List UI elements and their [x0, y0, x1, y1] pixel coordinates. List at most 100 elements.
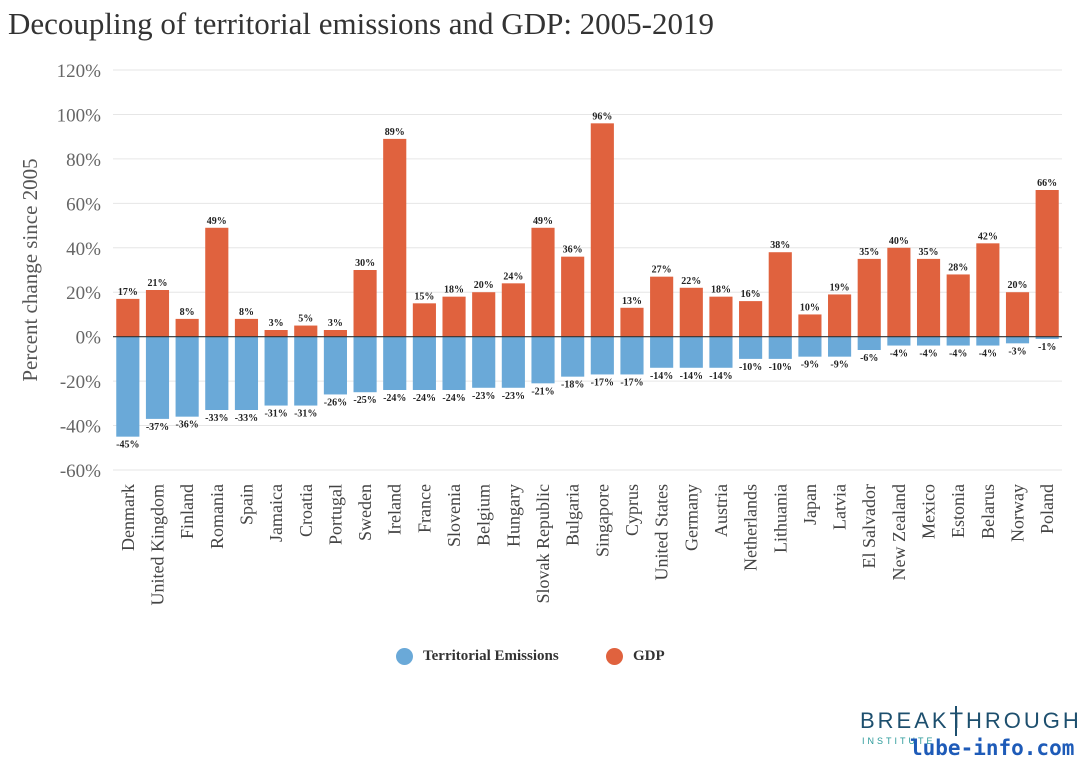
emissions-data-label: -4%: [919, 349, 937, 360]
gdp-data-label: 21%: [147, 278, 167, 289]
emissions-data-label: -14%: [709, 371, 732, 382]
emissions-data-label: -25%: [353, 395, 376, 406]
x-tick-label: Romania: [207, 484, 227, 549]
emissions-bar: [294, 336, 318, 406]
emissions-data-label: -6%: [860, 353, 878, 364]
gdp-data-label: 35%: [859, 247, 879, 258]
gdp-data-label: 3%: [269, 318, 284, 329]
gdp-data-label: 66%: [1037, 178, 1057, 189]
emissions-data-label: -31%: [264, 409, 287, 420]
gdp-bar: [620, 307, 644, 337]
y-tick-label: 0%: [76, 328, 102, 349]
gdp-bar: [561, 256, 585, 337]
emissions-bar: [709, 336, 733, 368]
y-axis-label: Percent change since 2005: [18, 158, 42, 381]
gdp-bar: [739, 301, 763, 337]
emissions-data-label: -3%: [1008, 346, 1026, 357]
emissions-data-label: -10%: [739, 362, 762, 373]
emissions-bar: [679, 336, 703, 368]
emissions-bar: [472, 336, 496, 388]
x-tick-label: Slovenia: [444, 484, 464, 547]
bar-chart: -60% -40% -20% 0% 20% 40% 60% 80% 100% 120% Percen…: [18, 61, 1062, 606]
emissions-data-label: -33%: [235, 413, 258, 424]
emissions-data-label: -24%: [413, 393, 436, 404]
x-tick-label: Portugal: [325, 484, 345, 545]
y-tick-label: 40%: [66, 239, 101, 260]
gdp-data-label: 96%: [592, 111, 612, 122]
x-tick-label: Estonia: [948, 484, 968, 538]
emissions-bar: [946, 336, 970, 346]
gdp-data-label: 18%: [444, 285, 464, 296]
emissions-bar: [383, 336, 407, 390]
emissions-bar: [442, 336, 466, 390]
emissions-data-label: -4%: [979, 349, 997, 360]
y-tick-label: 80%: [66, 150, 101, 171]
emissions-bar: [561, 336, 585, 377]
x-tick-label: Japan: [800, 484, 820, 525]
gdp-bar: [234, 318, 259, 337]
emissions-bar: [916, 336, 941, 346]
emissions-bar: [650, 336, 674, 368]
emissions-data-label: -23%: [502, 391, 525, 402]
gdp-bar: [294, 325, 318, 337]
y-tick-label: 100%: [57, 105, 102, 126]
x-tick-label: El Salvador: [859, 484, 879, 568]
emissions-bar: [353, 336, 377, 393]
legend-dot-gdp: [606, 648, 623, 665]
emissions-data-label: -36%: [175, 420, 198, 431]
y-tick-label: 120%: [57, 61, 102, 82]
legend-item-emissions[interactable]: Territorial Emissions: [396, 648, 559, 665]
legend-label-gdp: GDP: [633, 648, 665, 664]
gdp-bar: [976, 243, 1000, 337]
gdp-data-label: 8%: [180, 307, 195, 318]
gdp-data-label: 20%: [1008, 280, 1028, 291]
logo-wordmark: BREAKTHROUGH: [860, 708, 1080, 733]
emissions-data-label: -17%: [620, 377, 643, 388]
gdp-bar: [798, 314, 822, 337]
gdp-data-label: 49%: [207, 216, 227, 227]
emissions-bar: [887, 336, 911, 346]
emissions-bar: [1035, 336, 1059, 339]
emissions-data-label: -14%: [650, 371, 673, 382]
emissions-data-label: -14%: [680, 371, 703, 382]
x-tick-label: Netherlands: [741, 484, 761, 571]
emissions-bar: [116, 336, 140, 437]
gdp-bar: [383, 138, 407, 337]
gdp-data-label: 17%: [118, 287, 138, 298]
emissions-data-label: -4%: [890, 349, 908, 360]
gdp-bar: [442, 296, 466, 337]
logo-subtext: INSTITUTE: [862, 736, 936, 746]
x-tick-label: Hungary: [503, 484, 523, 547]
gdp-bar: [145, 290, 170, 337]
x-tick-label: United States: [652, 484, 672, 581]
x-tick-label: Croatia: [296, 484, 316, 537]
x-tick-label: Cyprus: [622, 484, 642, 536]
x-tick-label: Lithuania: [770, 484, 790, 553]
gdp-data-label: 38%: [770, 240, 790, 251]
gdp-data-label: 49%: [533, 216, 553, 227]
emissions-data-label: -26%: [324, 397, 347, 408]
gdp-bar: [353, 270, 377, 337]
gdp-data-label: 20%: [474, 280, 494, 291]
emissions-data-label: -45%: [116, 440, 139, 451]
x-tick-label: Denmark: [118, 484, 138, 551]
gdp-bar: [531, 227, 555, 337]
emissions-data-label: -9%: [801, 360, 819, 371]
breakthrough-logo: BREAKTHROUGH INSTITUTE: [860, 706, 1079, 754]
emissions-bar: [828, 336, 852, 357]
gdp-bar: [501, 283, 525, 337]
gdp-bar: [679, 287, 703, 337]
logo-divider: [955, 706, 957, 736]
watermark: lube-info.com: [910, 736, 1075, 760]
gdp-bar: [116, 298, 140, 337]
emissions-bar: [1005, 336, 1030, 344]
gdp-bar: [1035, 190, 1059, 337]
x-tick-label: United Kingdom: [147, 484, 167, 606]
emissions-data-label: -24%: [383, 393, 406, 404]
emissions-bar: [798, 336, 822, 357]
y-tick-label: -60%: [60, 461, 101, 482]
x-tick-label: Belgium: [474, 484, 494, 546]
gdp-data-label: 30%: [355, 258, 375, 269]
emissions-bar: [590, 336, 614, 375]
legend-item-gdp[interactable]: GDP: [606, 648, 665, 665]
